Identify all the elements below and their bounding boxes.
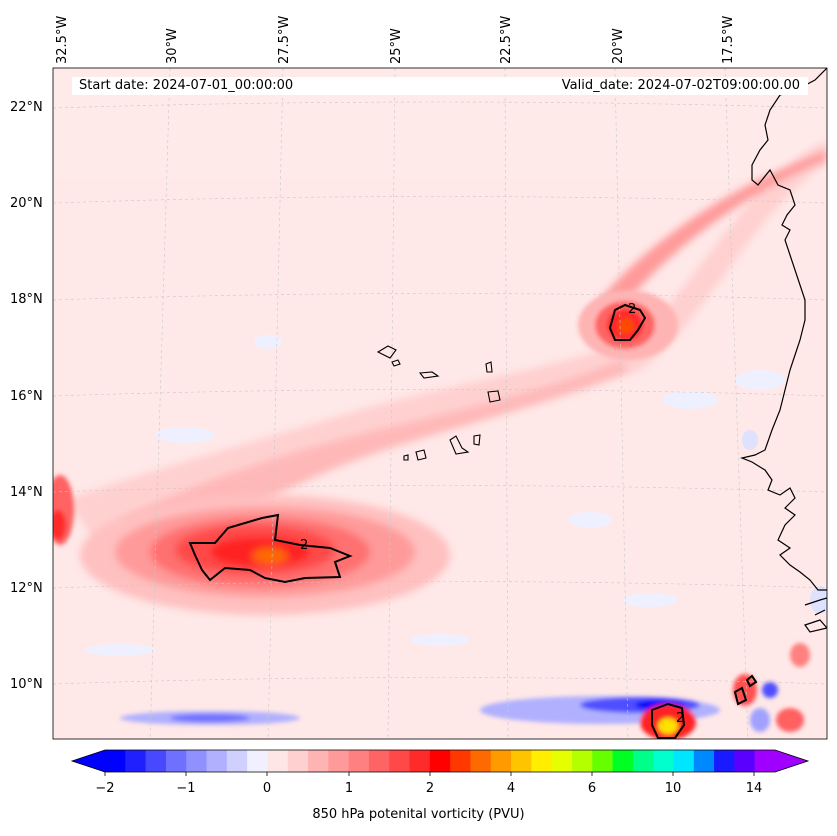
- date-header-box: [72, 77, 808, 95]
- colorbar-tick: 4: [507, 781, 515, 796]
- start-date: Start date: 2024-07-01_00:00:00: [79, 78, 294, 93]
- colorbar-cell: [714, 750, 735, 772]
- lat-label: 10°N: [10, 677, 43, 692]
- lat-label: 22°N: [10, 100, 43, 115]
- colorbar-cell: [186, 750, 208, 772]
- colorbar-cell: [754, 750, 776, 772]
- lon-label: 22.5°W: [499, 16, 514, 64]
- colorbar-tick: −1: [176, 781, 195, 796]
- gridlines: [53, 68, 827, 739]
- lon-label: 25°W: [389, 28, 404, 64]
- lat-label: 18°N: [10, 292, 43, 307]
- colorbar-tick: 6: [588, 781, 596, 796]
- longitude-labels: 32.5°W 30°W 27.5°W 25°W 22.5°W 20°W 17.5…: [55, 16, 736, 64]
- islands: [376, 345, 501, 461]
- lon-label: 30°W: [165, 28, 180, 64]
- colorbar-cell: [308, 750, 329, 772]
- colorbar-cell: [612, 750, 634, 772]
- coastline: [739, 68, 827, 633]
- colorbar-min-extend: [72, 750, 105, 772]
- pv-2-contours: [188, 303, 758, 739]
- colorbar-cell: [287, 750, 309, 772]
- colorbar-max-extend: [775, 750, 808, 772]
- colorbar-cell: [247, 750, 268, 772]
- contour-label: 2: [300, 538, 308, 553]
- colorbar-cell: [531, 750, 553, 772]
- colorbar-cell: [409, 750, 431, 772]
- colorbar-cell: [653, 750, 674, 772]
- colorbar-cell: [551, 750, 573, 772]
- colorbar-cell: [470, 750, 492, 772]
- colorbar-cell: [368, 750, 390, 772]
- lon-label: 20°W: [611, 28, 626, 64]
- colorbar-cell: [734, 750, 756, 772]
- colorbar-cell: [389, 750, 411, 772]
- colorbar-label: 850 hPa potenital vorticity (PVU): [312, 807, 525, 822]
- lat-label: 16°N: [10, 389, 43, 404]
- colorbar-cell: [571, 750, 593, 772]
- contour-label: 2: [628, 302, 636, 317]
- colorbar-tick: 0: [263, 781, 271, 796]
- lon-label: 17.5°W: [721, 16, 736, 64]
- valid-date: Valid_date: 2024-07-02T09:00:00.00: [561, 78, 800, 93]
- colorbar-cell: [267, 750, 289, 772]
- colorbar-cell: [490, 750, 512, 772]
- colorbar-tick: 1: [345, 781, 353, 796]
- colorbar-tick: 2: [426, 781, 434, 796]
- colorbar-cell: [105, 750, 126, 772]
- colorbar-cell: [328, 750, 350, 772]
- colorbar-cell: [206, 750, 228, 772]
- colorbar-cell: [592, 750, 614, 772]
- colorbar-cell: [450, 750, 471, 772]
- lon-label: 27.5°W: [277, 16, 292, 64]
- colorbar-cell: [226, 750, 248, 772]
- colorbar-tick: 14: [746, 781, 763, 796]
- colorbar-cell: [511, 750, 532, 772]
- colorbar: −2 −1 0 1 2 4 6 10 14: [70, 749, 810, 796]
- colorbar-cell: [632, 750, 654, 772]
- latitude-labels: 22°N 20°N 18°N 16°N 14°N 12°N 10°N: [10, 100, 43, 692]
- colorbar-tick: −2: [95, 781, 114, 796]
- lat-label: 14°N: [10, 485, 43, 500]
- map-frame: [52, 67, 828, 740]
- colorbar-cell: [429, 750, 451, 772]
- lat-label: 20°N: [10, 196, 43, 211]
- colorbar-cell: [693, 750, 715, 772]
- colorbar-cell: [348, 750, 370, 772]
- lon-label: 32.5°W: [55, 16, 70, 64]
- colorbar-cell: [673, 750, 695, 772]
- colorbar-cell: [145, 750, 167, 772]
- colorbar-cell: [165, 750, 187, 772]
- lat-label: 12°N: [10, 581, 43, 596]
- contour-label: 2: [676, 711, 684, 726]
- colorbar-tick: 10: [665, 781, 682, 796]
- colorbar-cell: [125, 750, 147, 772]
